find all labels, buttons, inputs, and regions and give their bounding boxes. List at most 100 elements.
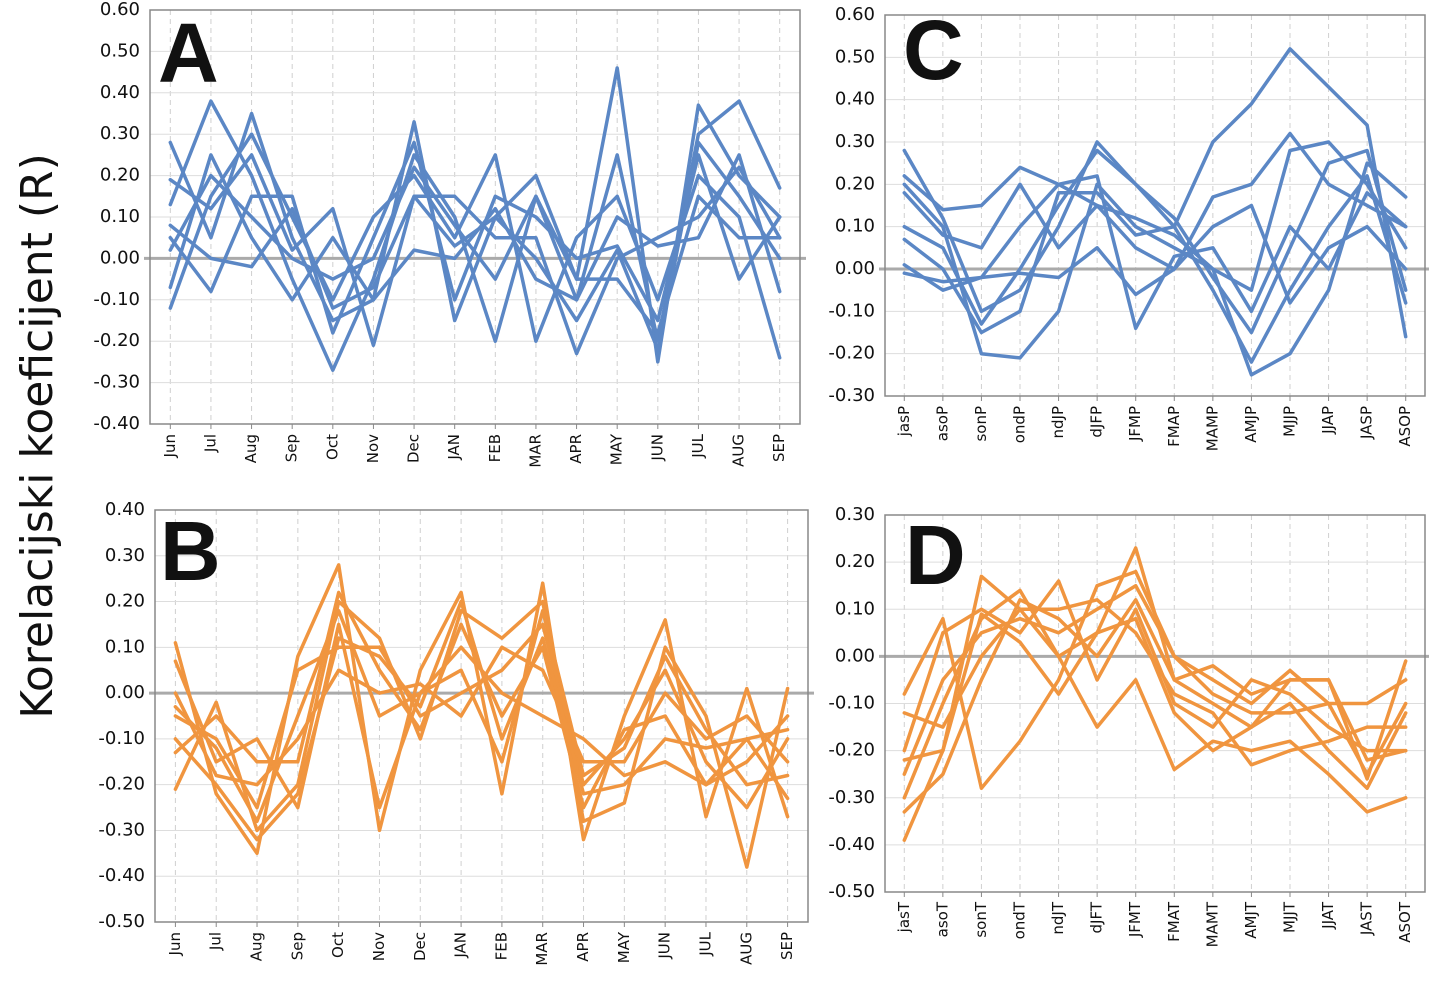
- y-tick-label: 0.30: [835, 131, 875, 152]
- y-tick-label: -0.10: [98, 728, 145, 749]
- y-axis-label: Korelacijski koeficijent (R): [12, 153, 63, 719]
- x-tick-label: Nov: [370, 932, 388, 961]
- y-tick-label: 0.00: [835, 258, 875, 279]
- x-tick-label: Jun: [161, 434, 179, 458]
- x-tick-label: Nov: [364, 434, 382, 463]
- x-tick-label: asoT: [933, 901, 951, 937]
- y-tick-label: 0.00: [100, 247, 140, 268]
- y-tick-label: 0.00: [835, 645, 875, 666]
- series-line: [902, 612, 1408, 791]
- y-tick-label: 0.10: [100, 206, 140, 227]
- x-tick-label: FMAT: [1165, 901, 1183, 942]
- x-tick-label: ASOT: [1396, 901, 1414, 943]
- x-tick-label: SEP: [770, 434, 788, 462]
- y-tick-label: -0.20: [98, 774, 145, 795]
- x-tick-label: dJFT: [1088, 901, 1106, 933]
- y-tick-label: -0.20: [828, 740, 875, 761]
- series-line: [902, 598, 1408, 814]
- x-tick-label: Sep: [288, 932, 306, 960]
- x-tick-label: JAST: [1358, 901, 1376, 936]
- y-tick-label: 0.50: [835, 46, 875, 67]
- y-tick-label: 0.40: [100, 82, 140, 103]
- series-line: [902, 148, 1408, 335]
- series-line: [168, 153, 782, 356]
- x-tick-label: ondT: [1011, 901, 1029, 939]
- y-tick-label: -0.40: [828, 834, 875, 855]
- x-tick-label: AUG: [737, 932, 755, 965]
- series-line: [902, 546, 1408, 842]
- x-tick-label: MAMP: [1203, 406, 1221, 451]
- plot-frame: [154, 509, 809, 923]
- x-tick-label: ndJP: [1049, 406, 1067, 439]
- series-line: [902, 47, 1408, 339]
- panel-label: C: [903, 3, 964, 97]
- x-tick-label: Jun: [166, 932, 184, 956]
- y-tick-label: 0.30: [100, 123, 140, 144]
- y-tick-label: -0.40: [98, 865, 145, 886]
- series-line: [173, 599, 790, 869]
- x-tick-label: MAR: [526, 434, 544, 468]
- x-tick-label: AMJP: [1242, 406, 1260, 443]
- y-tick-label: 0.20: [835, 551, 875, 572]
- y-tick-label: -0.30: [828, 385, 875, 406]
- plot-frame: [149, 9, 801, 425]
- y-tick-label: -0.30: [93, 372, 140, 393]
- y-tick-label: -0.20: [828, 343, 875, 364]
- x-tick-label: MAMT: [1203, 901, 1221, 947]
- y-tick-label: 0.10: [835, 598, 875, 619]
- x-tick-label: MAR: [533, 932, 551, 966]
- x-tick-label: FEB: [486, 434, 504, 462]
- x-tick-label: Sep: [283, 434, 301, 462]
- series-line: [173, 608, 790, 824]
- y-tick-label: 0.20: [105, 591, 145, 612]
- x-tick-label: MJJP: [1281, 406, 1299, 437]
- series-line: [902, 579, 1408, 753]
- x-tick-label: JUL: [689, 433, 707, 458]
- panel-label: A: [158, 6, 219, 100]
- x-tick-label: Dec: [411, 932, 429, 961]
- x-tick-label: Jul: [201, 434, 219, 453]
- x-tick-label: Aug: [248, 932, 266, 961]
- x-tick-label: sonP: [972, 406, 990, 442]
- series-line: [902, 174, 1408, 364]
- x-tick-label: JUN: [656, 932, 674, 960]
- x-tick-label: FEB: [492, 932, 510, 960]
- plot-frame: [884, 14, 1426, 397]
- x-tick-label: AMJT: [1242, 901, 1260, 939]
- series-line: [902, 569, 1408, 791]
- x-tick-label: Oct: [329, 932, 347, 958]
- plot-frame: [884, 514, 1426, 893]
- x-tick-label: SEP: [778, 932, 796, 960]
- x-tick-label: Aug: [242, 434, 260, 463]
- x-tick-label: FMAP: [1165, 406, 1183, 447]
- x-tick-label: dJFP: [1088, 406, 1106, 438]
- x-tick-label: JAN: [452, 932, 470, 959]
- x-tick-label: JJAP: [1319, 406, 1337, 435]
- x-tick-label: JAN: [445, 434, 463, 461]
- x-tick-label: ondP: [1011, 406, 1029, 443]
- y-tick-label: 0.60: [100, 0, 140, 20]
- x-tick-label: JFMT: [1126, 901, 1144, 938]
- x-tick-label: sonT: [972, 901, 990, 937]
- x-tick-label: MAY: [615, 931, 633, 963]
- y-tick-label: 0.30: [105, 545, 145, 566]
- y-tick-label: -0.10: [93, 289, 140, 310]
- x-tick-label: Dec: [405, 434, 423, 463]
- series-line: [902, 203, 1408, 305]
- series-line: [173, 599, 790, 842]
- x-tick-label: Jul: [207, 932, 225, 951]
- y-tick-label: -0.40: [93, 413, 140, 434]
- x-tick-label: AUG: [730, 434, 748, 467]
- x-tick-label: JFMP: [1126, 406, 1144, 442]
- series-line: [902, 174, 1408, 331]
- y-tick-label: 0.20: [100, 165, 140, 186]
- x-tick-label: JUN: [648, 434, 666, 462]
- y-tick-label: -0.10: [828, 693, 875, 714]
- series-line: [168, 140, 782, 352]
- x-tick-label: jasT: [895, 901, 913, 933]
- series-line: [902, 583, 1408, 776]
- x-tick-label: Oct: [323, 434, 341, 460]
- y-tick-label: 0.50: [100, 40, 140, 61]
- x-tick-label: MAY: [608, 433, 626, 465]
